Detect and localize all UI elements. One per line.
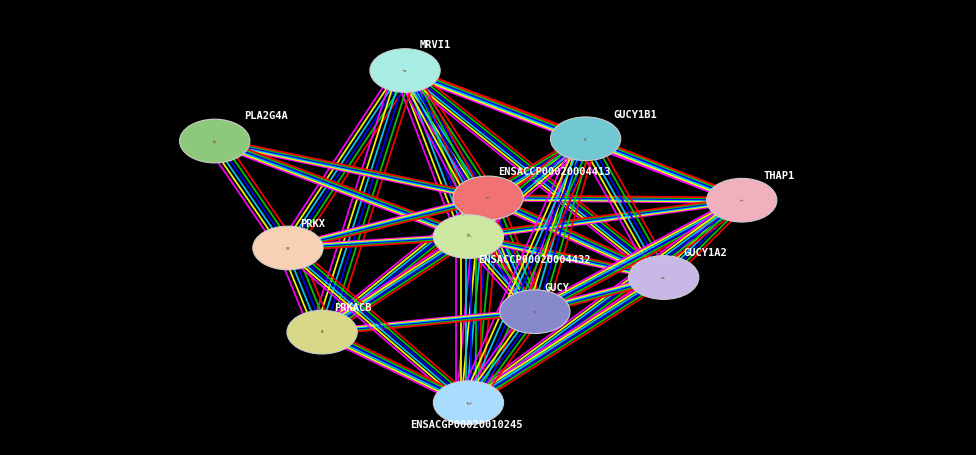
Text: PLA2G4A: PLA2G4A (244, 111, 288, 121)
Text: GUCY1B1: GUCY1B1 (613, 110, 657, 120)
Ellipse shape (433, 381, 504, 425)
Ellipse shape (370, 49, 440, 92)
Ellipse shape (453, 176, 523, 220)
Ellipse shape (180, 119, 250, 163)
Ellipse shape (287, 310, 357, 354)
Text: MRVI1: MRVI1 (420, 40, 451, 51)
Ellipse shape (433, 215, 504, 258)
Text: GUCY1A2: GUCY1A2 (683, 248, 727, 258)
Ellipse shape (500, 290, 570, 334)
Ellipse shape (707, 178, 777, 222)
Text: THAP1: THAP1 (763, 171, 794, 181)
Text: PRKACB: PRKACB (334, 303, 371, 313)
Ellipse shape (629, 256, 699, 299)
Ellipse shape (550, 117, 621, 161)
Text: ENSACGP00020010245: ENSACGP00020010245 (410, 420, 522, 430)
Text: GUCY: GUCY (545, 283, 570, 293)
Text: PRKX: PRKX (301, 219, 326, 229)
Ellipse shape (253, 226, 323, 270)
Text: ENSACCP00020004413: ENSACCP00020004413 (498, 167, 610, 177)
Text: ENSACCP00020004432: ENSACCP00020004432 (478, 255, 590, 265)
